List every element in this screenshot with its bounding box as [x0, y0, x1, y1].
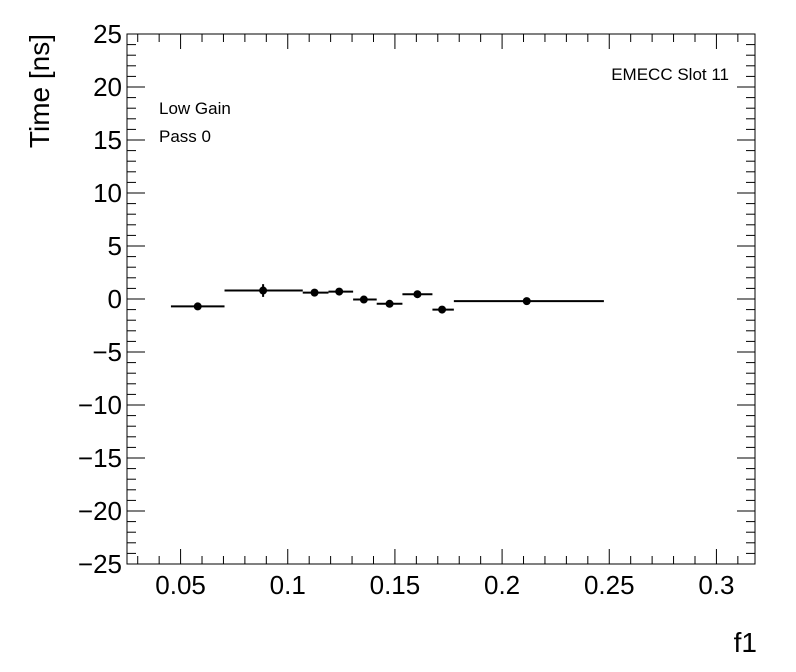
point-marker — [413, 290, 422, 299]
y-tick-label: 10 — [93, 178, 122, 208]
point-marker — [335, 287, 344, 296]
data-point — [453, 297, 604, 306]
x-tick-label: 0.2 — [484, 570, 520, 600]
y-tick-label: 0 — [108, 284, 122, 314]
y-tick-label: −5 — [92, 337, 122, 367]
point-marker — [359, 295, 368, 304]
tick-labels: 0.05 0.1 0.15 0.2 0.25 0.3 −25 −20 −15 −10 −5 0 5 10 1… — [78, 19, 735, 600]
y-axis-title: Time [ns] — [24, 34, 55, 148]
point-marker — [193, 302, 202, 311]
annotation-pass: Pass 0 — [159, 127, 211, 146]
point-marker — [385, 299, 394, 308]
x-tick-label: 0.05 — [155, 570, 206, 600]
data-point — [170, 302, 225, 311]
x-tick-label: 0.15 — [370, 570, 421, 600]
y-tick-label: 5 — [108, 231, 122, 261]
annotation-slot: EMECC Slot 11 — [611, 65, 729, 84]
point-marker — [259, 286, 268, 295]
data-point — [302, 288, 329, 297]
x-tick-label: 0.25 — [584, 570, 635, 600]
point-marker — [310, 288, 319, 297]
x-tick-label: 0.1 — [270, 570, 306, 600]
y-tick-label: −25 — [78, 549, 122, 579]
y-tick-label: 25 — [93, 19, 122, 49]
point-marker — [438, 305, 447, 314]
x-axis-title: f1 — [734, 627, 757, 658]
y-tick-label: −15 — [78, 443, 122, 473]
y-tick-label: 15 — [93, 125, 122, 155]
data-point — [224, 284, 303, 297]
y-tick-label: −10 — [78, 390, 122, 420]
data-point — [432, 305, 454, 314]
data-point — [328, 287, 354, 296]
data-point — [353, 295, 377, 304]
y-tick-label: −20 — [78, 496, 122, 526]
data-point — [376, 299, 403, 308]
y-tick-label: 20 — [93, 72, 122, 102]
data-points — [170, 284, 604, 314]
data-point — [402, 290, 433, 299]
point-marker — [522, 297, 531, 306]
annotation-gain: Low Gain — [159, 99, 231, 118]
x-tick-label: 0.3 — [698, 570, 734, 600]
axis-ticks — [127, 33, 755, 565]
